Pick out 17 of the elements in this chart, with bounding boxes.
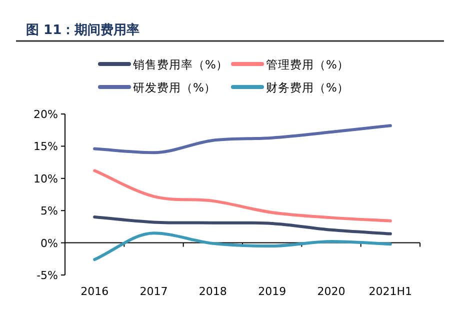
y-tick-label: -5% <box>36 269 58 282</box>
x-tick-label: 2018 <box>198 285 227 298</box>
x-tick-label: 2019 <box>258 285 286 298</box>
x-tick-label: 2021H1 <box>368 285 412 298</box>
legend-label: 研发费用（%） <box>133 80 216 94</box>
legend-label: 管理费用（%） <box>266 58 349 72</box>
y-tick-label: 10% <box>34 172 58 186</box>
x-tick-label: 2017 <box>140 285 168 298</box>
x-tick-label: 2020 <box>317 285 346 298</box>
chart-title: 图 11：期间费用率 <box>26 22 140 38</box>
y-tick-label: 20% <box>34 108 58 121</box>
x-tick-label: 2016 <box>80 285 109 298</box>
y-tick-label: 5% <box>40 204 58 218</box>
legend-label: 销售费用率（%） <box>132 58 228 72</box>
y-tick-label: 15% <box>34 140 58 154</box>
legend-label: 财务费用（%） <box>266 80 349 94</box>
y-tick-label: 0% <box>40 236 58 250</box>
